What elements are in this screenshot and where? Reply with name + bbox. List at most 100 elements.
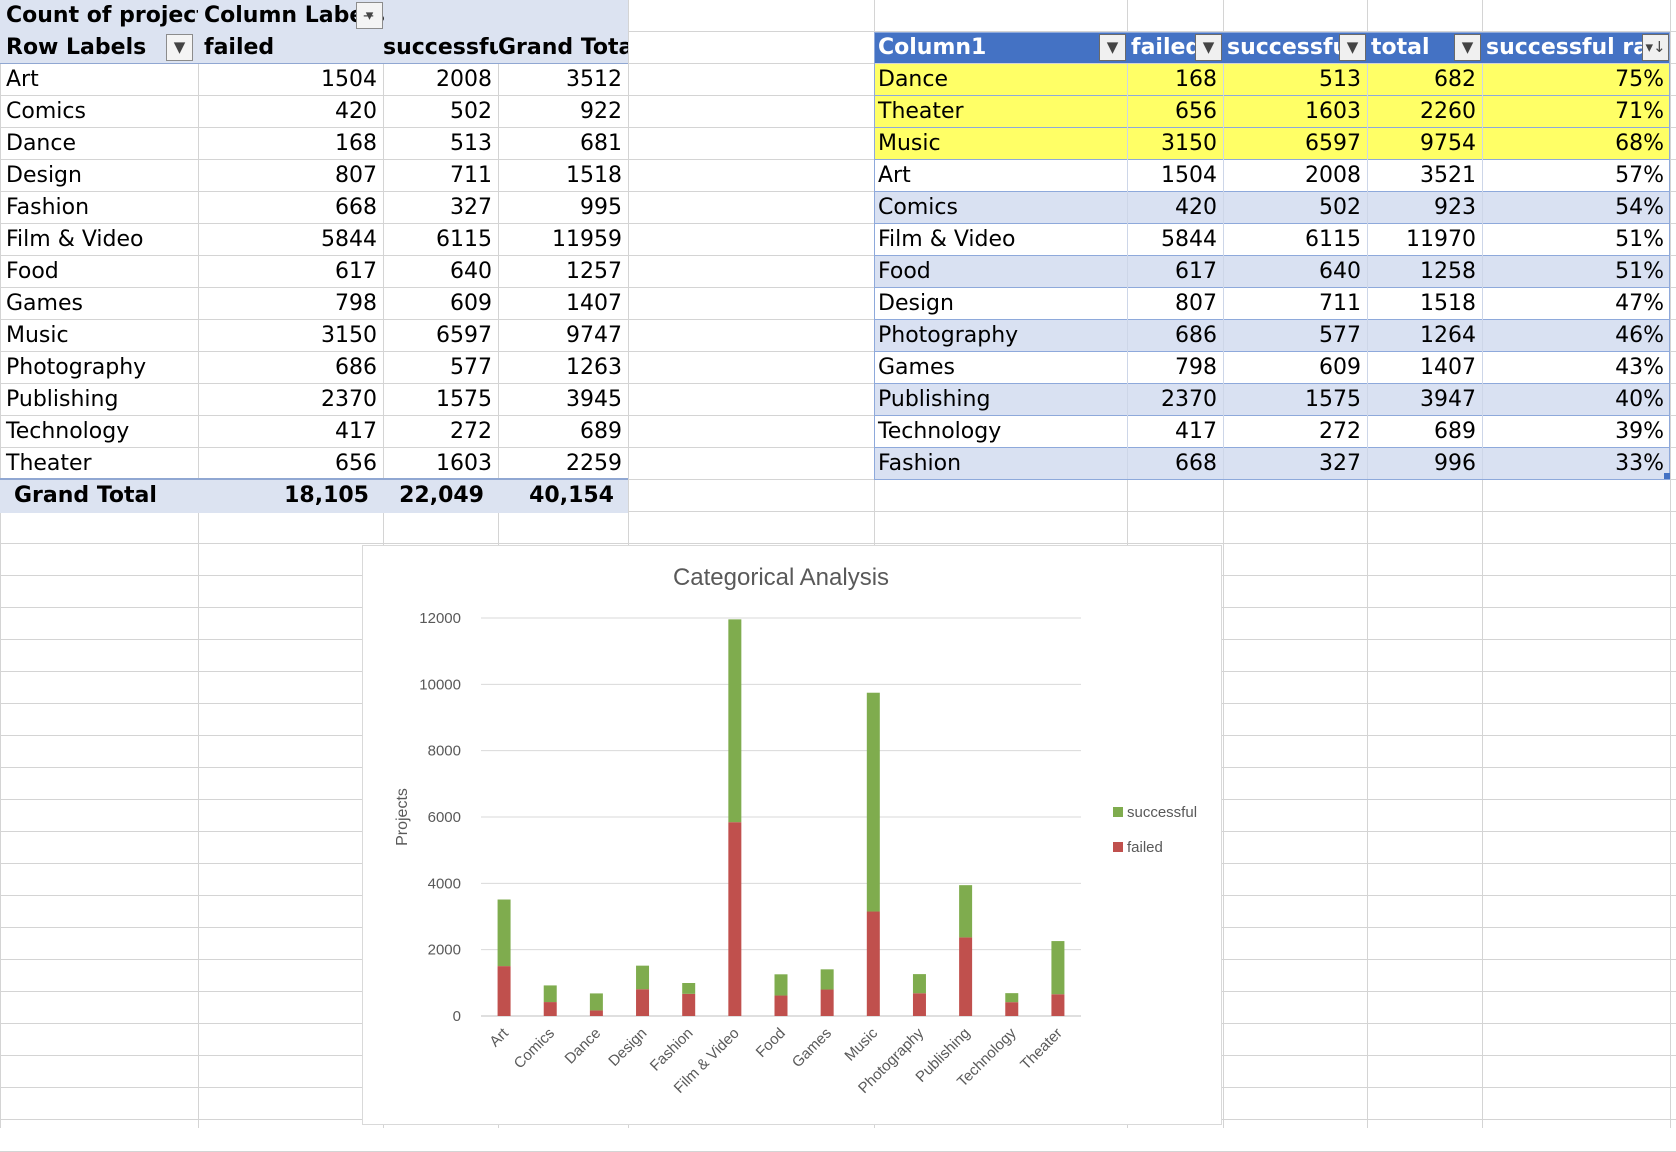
- pivot-cell-failed[interactable]: 656: [335, 451, 377, 476]
- table-cell-category[interactable]: Publishing: [878, 387, 991, 412]
- table-cell-total[interactable]: 2260: [1420, 99, 1476, 124]
- pivot-row-label[interactable]: Art: [6, 67, 39, 92]
- pivot-cell-failed[interactable]: 417: [335, 419, 377, 444]
- table-cell-failed[interactable]: 168: [1175, 67, 1217, 92]
- pivot-cell-failed[interactable]: 807: [335, 163, 377, 188]
- table-cell-category[interactable]: Games: [878, 355, 955, 380]
- table-cell-rate[interactable]: 75%: [1615, 67, 1664, 92]
- pivot-cell-total[interactable]: 995: [580, 195, 622, 220]
- bar-failed[interactable]: [774, 995, 788, 1016]
- pivot-grand-total-failed[interactable]: 18,105: [284, 483, 369, 508]
- bar-successful[interactable]: [728, 619, 742, 823]
- table-cell-category[interactable]: Photography: [878, 323, 1019, 348]
- table-cell-total[interactable]: 996: [1434, 451, 1476, 476]
- pivot-header-2[interactable]: Grand Total: [498, 35, 628, 60]
- filter-icon[interactable]: ▾̶: [356, 2, 383, 29]
- pivot-row-label[interactable]: Theater: [6, 451, 92, 476]
- pivot-row-label[interactable]: Photography: [6, 355, 147, 380]
- table-cell-rate[interactable]: 51%: [1615, 259, 1664, 284]
- table-cell-failed[interactable]: 417: [1175, 419, 1217, 444]
- bar-successful[interactable]: [682, 982, 696, 994]
- pivot-corner-label[interactable]: Count of project id: [6, 3, 198, 28]
- table-cell-successful[interactable]: 640: [1319, 259, 1361, 284]
- pivot-cell-failed[interactable]: 617: [335, 259, 377, 284]
- bar-failed[interactable]: [497, 966, 511, 1016]
- pivot-row-label[interactable]: Film & Video: [6, 227, 144, 252]
- bar-failed[interactable]: [636, 989, 650, 1016]
- table-cell-failed[interactable]: 617: [1175, 259, 1217, 284]
- table-resize-handle[interactable]: [1664, 473, 1670, 479]
- table-cell-total[interactable]: 11970: [1406, 227, 1476, 252]
- bar-successful[interactable]: [636, 965, 650, 990]
- pivot-cell-failed[interactable]: 3150: [321, 323, 377, 348]
- table-cell-failed[interactable]: 656: [1175, 99, 1217, 124]
- pivot-cell-total[interactable]: 9747: [566, 323, 622, 348]
- pivot-row-label[interactable]: Food: [6, 259, 59, 284]
- pivot-cell-total[interactable]: 3945: [566, 387, 622, 412]
- pivot-cell-failed[interactable]: 420: [335, 99, 377, 124]
- table-cell-failed[interactable]: 3150: [1161, 131, 1217, 156]
- bar-successful[interactable]: [589, 993, 603, 1011]
- pivot-cell-successful[interactable]: 577: [450, 355, 492, 380]
- pivot-cell-failed[interactable]: 686: [335, 355, 377, 380]
- table-cell-rate[interactable]: 43%: [1615, 355, 1664, 380]
- pivot-cell-successful[interactable]: 1603: [436, 451, 492, 476]
- chevron-down-icon[interactable]: ▼: [1099, 34, 1126, 61]
- table-header-0[interactable]: Column1: [878, 35, 987, 60]
- pivot-row-label[interactable]: Dance: [6, 131, 76, 156]
- table-cell-total[interactable]: 3947: [1420, 387, 1476, 412]
- pivot-row-label[interactable]: Design: [6, 163, 82, 188]
- table-cell-failed[interactable]: 798: [1175, 355, 1217, 380]
- pivot-cell-failed[interactable]: 2370: [321, 387, 377, 412]
- table-cell-successful[interactable]: 6115: [1305, 227, 1361, 252]
- bar-failed[interactable]: [728, 822, 742, 1016]
- bar-failed[interactable]: [912, 993, 926, 1016]
- pivot-cell-successful[interactable]: 6597: [436, 323, 492, 348]
- table-cell-rate[interactable]: 68%: [1615, 131, 1664, 156]
- pivot-cell-failed[interactable]: 1504: [321, 67, 377, 92]
- table-cell-successful[interactable]: 6597: [1305, 131, 1361, 156]
- pivot-header-1[interactable]: successful: [383, 35, 498, 60]
- table-cell-total[interactable]: 923: [1434, 195, 1476, 220]
- pivot-cell-successful[interactable]: 327: [450, 195, 492, 220]
- pivot-cell-total[interactable]: 1518: [566, 163, 622, 188]
- bar-failed[interactable]: [866, 911, 880, 1016]
- pivot-cell-failed[interactable]: 168: [335, 131, 377, 156]
- table-cell-total[interactable]: 1264: [1420, 323, 1476, 348]
- table-cell-successful[interactable]: 1575: [1305, 387, 1361, 412]
- pivot-cell-successful[interactable]: 6115: [436, 227, 492, 252]
- pivot-cell-successful[interactable]: 609: [450, 291, 492, 316]
- table-cell-failed[interactable]: 2370: [1161, 387, 1217, 412]
- table-cell-total[interactable]: 1407: [1420, 355, 1476, 380]
- pivot-cell-successful[interactable]: 2008: [436, 67, 492, 92]
- table-cell-successful[interactable]: 327: [1319, 451, 1361, 476]
- pivot-cell-total[interactable]: 11959: [552, 227, 622, 252]
- table-cell-total[interactable]: 1518: [1420, 291, 1476, 316]
- pivot-cell-total[interactable]: 922: [580, 99, 622, 124]
- pivot-row-label[interactable]: Publishing: [6, 387, 119, 412]
- pivot-column-labels[interactable]: Column Labels: [204, 3, 385, 28]
- table-header-2[interactable]: successful: [1227, 35, 1339, 60]
- table-cell-total[interactable]: 9754: [1420, 131, 1476, 156]
- table-cell-successful[interactable]: 272: [1319, 419, 1361, 444]
- table-cell-rate[interactable]: 57%: [1615, 163, 1664, 188]
- table-cell-rate[interactable]: 71%: [1615, 99, 1664, 124]
- table-cell-successful[interactable]: 1603: [1305, 99, 1361, 124]
- table-cell-successful[interactable]: 711: [1319, 291, 1361, 316]
- pivot-row-label[interactable]: Comics: [6, 99, 86, 124]
- table-cell-total[interactable]: 3521: [1420, 163, 1476, 188]
- pivot-cell-total[interactable]: 1263: [566, 355, 622, 380]
- table-cell-successful[interactable]: 2008: [1305, 163, 1361, 188]
- table-header-4[interactable]: successful rate: [1486, 35, 1642, 60]
- table-cell-total[interactable]: 1258: [1420, 259, 1476, 284]
- pivot-grand-total-label[interactable]: Grand Total: [14, 483, 157, 508]
- bar-successful[interactable]: [866, 692, 880, 912]
- bar-failed[interactable]: [1051, 994, 1065, 1016]
- table-cell-failed[interactable]: 668: [1175, 451, 1217, 476]
- table-cell-failed[interactable]: 1504: [1161, 163, 1217, 188]
- table-cell-rate[interactable]: 51%: [1615, 227, 1664, 252]
- table-cell-rate[interactable]: 47%: [1615, 291, 1664, 316]
- table-header-1[interactable]: failed: [1131, 35, 1195, 60]
- pivot-row-labels[interactable]: Row Labels: [6, 35, 147, 60]
- table-cell-category[interactable]: Food: [878, 259, 931, 284]
